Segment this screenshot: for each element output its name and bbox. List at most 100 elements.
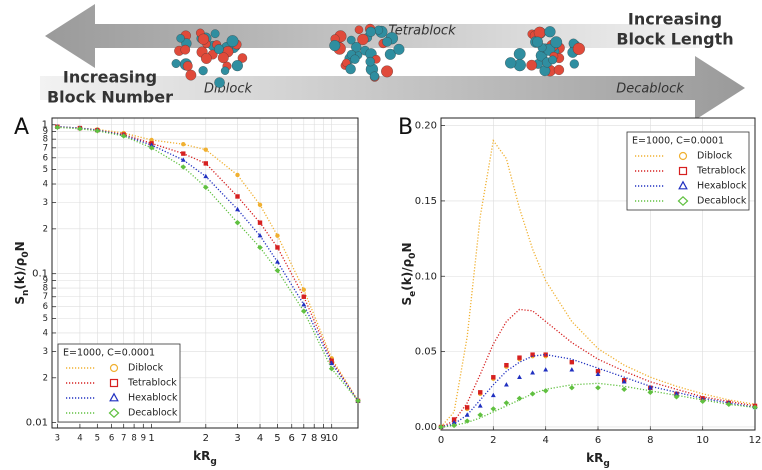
marker <box>647 389 654 395</box>
y-tick-label: 8 <box>43 284 48 294</box>
marker <box>569 359 575 365</box>
bead <box>345 63 356 75</box>
marker <box>109 378 119 388</box>
bead <box>226 35 239 48</box>
marker <box>621 386 628 392</box>
y-tick-label: 0.00 <box>415 422 437 433</box>
legend-label: Decablock <box>128 408 178 419</box>
marker <box>275 233 280 238</box>
marker <box>451 422 457 429</box>
marker <box>301 287 306 292</box>
marker <box>543 352 548 357</box>
marker <box>203 147 208 152</box>
marker <box>180 157 186 162</box>
legend-label: Hexablock <box>697 181 747 192</box>
marker <box>477 412 484 418</box>
bead <box>197 33 210 45</box>
bead <box>329 40 341 52</box>
marker <box>451 417 457 422</box>
bead <box>365 56 375 67</box>
marker <box>490 392 496 398</box>
x-tick-label: 2 <box>203 433 209 444</box>
legend-label: Diblock <box>697 151 733 162</box>
bead <box>200 53 212 64</box>
chart: 3 4 5 6 7 8 9 1 2 3 4 5 6 7 8 9100.01234567890.12345678… <box>13 115 361 467</box>
x-tick-label: 8 <box>647 435 653 446</box>
y-tick-label: 3 <box>43 347 48 357</box>
marker <box>530 352 535 357</box>
y-tick-label: 4 <box>43 180 48 190</box>
x-tick-label: 0 <box>438 435 444 446</box>
marker <box>464 412 470 417</box>
marker <box>678 151 688 161</box>
bead <box>354 25 364 34</box>
legend-label: Hexablock <box>128 393 178 404</box>
x-tick-label: 7 <box>301 433 307 444</box>
y-tick-label: 0.20 <box>415 121 437 132</box>
y-axis-label-part: (k)/ρ <box>13 257 27 289</box>
y-axis-label-part: N <box>13 241 27 251</box>
y-tick-label: 9 <box>43 276 48 286</box>
marker <box>752 404 758 411</box>
marker <box>94 128 101 134</box>
marker <box>329 360 335 366</box>
y-axis-label: Se(k)/ρ0N <box>400 243 418 306</box>
bead <box>351 41 362 53</box>
bead <box>220 66 230 75</box>
y-tick-label: 1 <box>42 120 48 131</box>
bead <box>346 35 356 45</box>
marker <box>203 173 209 179</box>
bead <box>553 64 565 76</box>
y-tick-label: 4 <box>43 328 48 338</box>
marker <box>274 267 281 274</box>
marker <box>699 398 706 405</box>
marker <box>109 363 119 373</box>
bead <box>231 60 243 72</box>
y-tick-label: 7 <box>43 143 48 153</box>
marker <box>569 367 575 372</box>
bead <box>198 66 208 76</box>
x-axis-label-part: kR <box>586 451 603 465</box>
y-tick-label: 0.01 <box>26 418 48 429</box>
x-tick-label: 3 <box>55 434 60 444</box>
plot-frame <box>440 117 756 431</box>
y-axis-label-part: N <box>400 243 414 253</box>
marker <box>149 142 154 147</box>
marker <box>478 390 483 395</box>
marker <box>202 184 209 190</box>
marker <box>674 391 679 396</box>
marker <box>451 419 457 425</box>
y-axis-label-part: (k)/ρ <box>400 258 414 290</box>
x-tick-label: 12 <box>749 435 762 446</box>
bead <box>532 36 543 48</box>
marker <box>275 245 280 250</box>
legend-title: E=1000, C=0.0001 <box>63 348 155 359</box>
label: Increasing <box>628 10 722 29</box>
bead <box>548 55 558 65</box>
marker <box>490 406 497 412</box>
marker <box>300 308 307 314</box>
y-axis-label-part: n <box>21 290 31 296</box>
bead <box>185 69 197 81</box>
bead <box>533 26 546 39</box>
x-tick-label: 8 <box>311 433 317 444</box>
marker <box>257 233 263 238</box>
series-line <box>440 353 756 428</box>
y-tick-label: 0.1 <box>32 269 48 280</box>
legend-title: E=1000, C=0.0001 <box>632 136 724 147</box>
legend-label: Decablock <box>697 196 747 207</box>
x-tick-label: 6 <box>595 435 601 446</box>
marker <box>516 395 523 401</box>
y-axis-label-part: 0 <box>408 253 418 259</box>
marker <box>109 392 119 402</box>
x-tick-label: 6 <box>289 433 295 444</box>
x-tick-label: 10 <box>325 433 338 444</box>
marker <box>235 172 240 178</box>
y-axis-label: Sn(k)/ρ0N <box>13 241 31 304</box>
marker <box>677 195 689 207</box>
y-tick-label: 0.05 <box>415 347 437 358</box>
bead <box>357 33 369 46</box>
label: Diblock <box>204 82 253 97</box>
marker <box>464 405 470 410</box>
